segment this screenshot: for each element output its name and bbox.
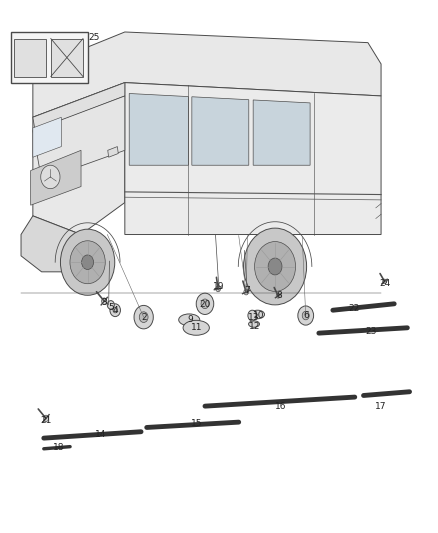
Polygon shape [129,93,188,165]
Text: 8: 8 [276,292,283,300]
Polygon shape [125,83,381,235]
Bar [14,38,46,77]
Circle shape [139,312,148,322]
Circle shape [254,241,296,292]
Ellipse shape [251,310,265,319]
Polygon shape [33,96,125,180]
Polygon shape [33,117,61,157]
Ellipse shape [179,314,200,326]
Ellipse shape [183,320,209,335]
Bar [51,38,83,77]
Circle shape [43,415,49,422]
Text: 6: 6 [304,311,310,320]
Polygon shape [33,83,125,235]
Text: 10: 10 [253,311,264,320]
Text: 15: 15 [191,419,203,428]
Text: 22: 22 [348,304,360,312]
Text: 5: 5 [108,303,114,312]
Circle shape [268,258,282,275]
Polygon shape [192,97,249,165]
Circle shape [216,286,220,292]
Text: 25: 25 [88,33,100,42]
Bar [11,32,88,83]
Circle shape [110,304,120,317]
Text: 14: 14 [95,430,106,439]
Circle shape [70,241,105,284]
Text: 11: 11 [191,324,202,332]
Circle shape [107,301,114,309]
Circle shape [276,294,280,298]
Text: 7: 7 [244,286,251,295]
Ellipse shape [249,321,259,327]
Text: 17: 17 [375,402,387,410]
Circle shape [244,228,307,305]
Circle shape [41,165,60,189]
Circle shape [383,279,386,284]
Circle shape [244,289,248,295]
Circle shape [113,308,117,313]
Text: 9: 9 [187,316,194,324]
Polygon shape [21,216,81,272]
Polygon shape [33,83,125,131]
Text: 18: 18 [53,443,65,452]
Text: 16: 16 [275,402,286,410]
Circle shape [196,293,214,314]
Text: 21: 21 [40,416,52,424]
Circle shape [248,310,257,321]
Text: 19: 19 [213,282,225,291]
Polygon shape [39,93,120,180]
Circle shape [134,305,153,329]
Circle shape [302,311,309,320]
Text: 24: 24 [380,279,391,288]
Circle shape [102,298,107,304]
Circle shape [298,306,314,325]
Polygon shape [33,32,381,117]
Text: 4: 4 [113,306,118,314]
Text: 23: 23 [366,327,377,336]
Text: 3: 3 [101,298,107,307]
Circle shape [201,299,209,309]
Text: 12: 12 [249,322,261,330]
Polygon shape [108,147,118,157]
Text: 2: 2 [142,313,147,321]
Circle shape [60,229,115,295]
Text: 13: 13 [248,313,260,321]
Text: 20: 20 [199,301,211,309]
Polygon shape [253,100,310,165]
Circle shape [81,255,94,270]
Polygon shape [31,150,81,205]
